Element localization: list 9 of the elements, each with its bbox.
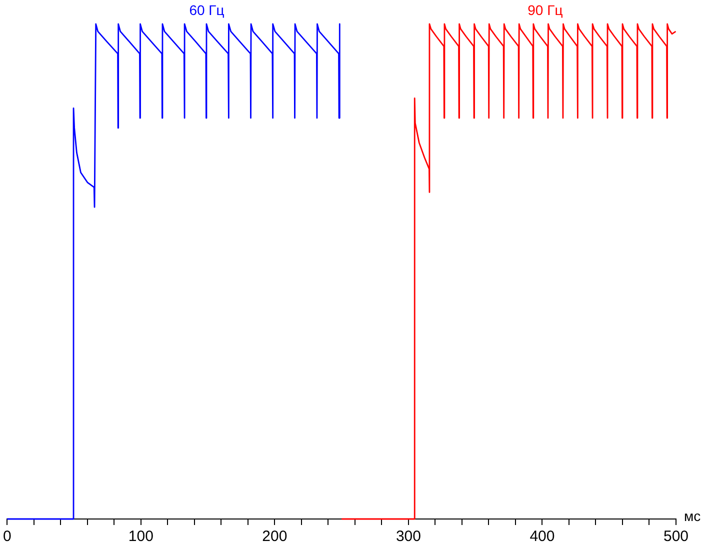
x-tick-label: 200 xyxy=(262,528,288,546)
x-tick-label: 500 xyxy=(663,528,689,546)
series-label: 60 Гц xyxy=(189,2,224,18)
series-label: 90 Гц xyxy=(528,2,563,18)
x-axis-title: мс xyxy=(684,508,701,524)
x-tick-label: 0 xyxy=(3,528,12,546)
x-tick-label: 100 xyxy=(128,528,154,546)
x-tick-label: 300 xyxy=(396,528,421,546)
x-tick-label: 400 xyxy=(530,528,555,546)
